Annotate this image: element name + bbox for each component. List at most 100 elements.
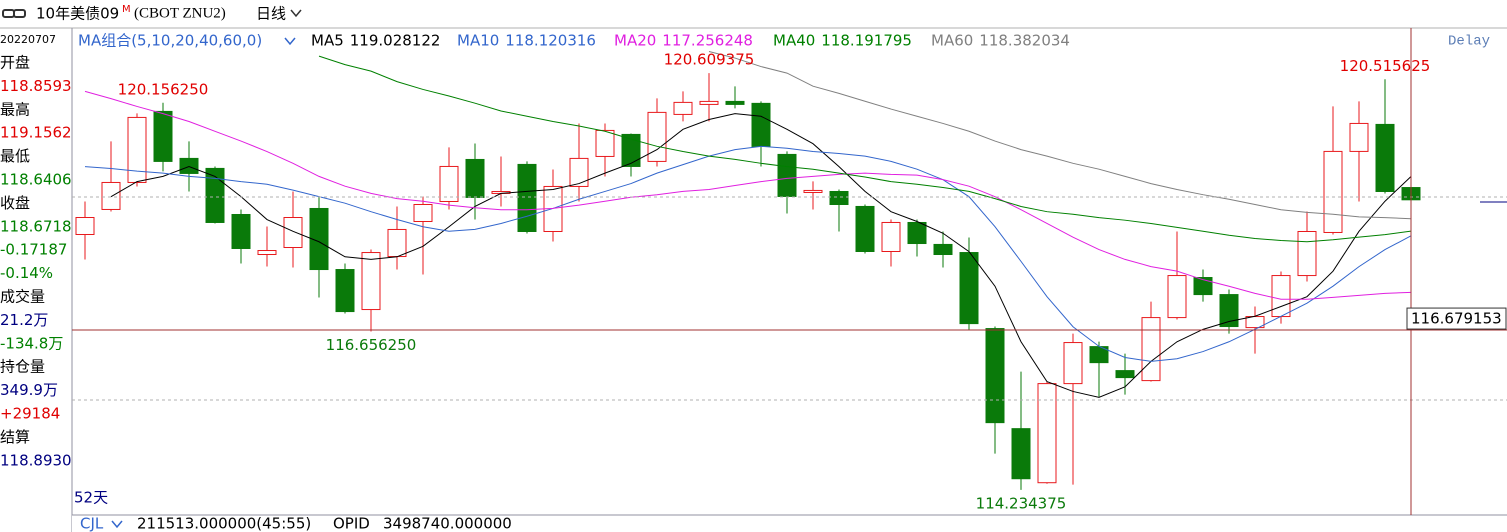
high-label: 120.609375	[664, 51, 755, 69]
legend-name: MA10	[457, 32, 499, 50]
toolbar	[0, 0, 1507, 28]
candle-body	[205, 167, 225, 223]
candle-body	[335, 269, 355, 313]
candle-body	[127, 116, 147, 183]
candle-body	[1011, 428, 1031, 480]
ma-line	[318, 55, 1412, 243]
info-row: +29184	[0, 405, 60, 423]
low-label: 114.234375	[976, 494, 1067, 512]
delay-label: Delay	[1448, 34, 1490, 50]
footer	[72, 515, 1507, 532]
info-date: 20220707	[0, 33, 56, 46]
ma-dropdown[interactable]	[284, 37, 296, 46]
footer-opid: 3498740.000000	[383, 515, 512, 532]
candle-body	[1375, 123, 1395, 192]
candle-body	[309, 207, 329, 271]
candle-body	[1297, 230, 1317, 277]
info-row: 118.8930	[0, 451, 72, 469]
legend-name: MA40	[773, 32, 815, 50]
high-label: 120.156250	[118, 80, 209, 98]
info-row: 最低	[0, 147, 30, 165]
info-row: 开盘	[0, 54, 30, 72]
period-selector[interactable]: 日线	[256, 5, 286, 23]
candle-body	[1141, 317, 1161, 382]
candle-body	[647, 111, 667, 162]
info-row: 118.8593	[0, 77, 72, 95]
candle-body	[1271, 275, 1291, 318]
footer-dropdown[interactable]	[111, 520, 123, 529]
candle-body	[855, 205, 875, 252]
candle-body	[153, 110, 173, 162]
info-row: 结算	[0, 428, 30, 446]
crosshair-label-box	[1406, 307, 1507, 330]
info-row: 119.1562	[0, 124, 72, 142]
legend-value: 118.191795	[821, 32, 912, 50]
candle-body	[1037, 383, 1057, 484]
info-row: 收盘	[0, 194, 30, 212]
candle-body	[907, 221, 927, 245]
candle-body	[75, 217, 95, 236]
candle-body	[803, 189, 823, 193]
legend-name: MA5	[311, 32, 344, 50]
footer-indicator[interactable]: CJL	[80, 515, 104, 532]
legend-value: 118.120316	[505, 32, 596, 50]
legend-name: MA60	[931, 32, 973, 50]
candle-body	[1193, 277, 1213, 296]
legend-value: 119.028122	[350, 32, 441, 50]
period-count: 52天	[74, 489, 108, 507]
candle-body	[1323, 150, 1343, 233]
candle-body	[465, 158, 485, 198]
candle-body	[413, 203, 433, 222]
candle-body	[777, 153, 797, 197]
instrument-code: (CBOT ZNU2)	[134, 5, 226, 21]
candle-body	[829, 190, 849, 205]
candle-body	[179, 157, 199, 174]
candle-body	[1167, 275, 1187, 319]
candle-body	[751, 102, 771, 147]
low-label: 116.656250	[326, 336, 417, 354]
candle-body	[283, 217, 303, 249]
link-icon[interactable]	[2, 9, 26, 18]
candle-body	[959, 252, 979, 325]
ma-group[interactable]: MA组合(5,10,20,40,60,0)	[78, 32, 262, 50]
candle-body	[257, 250, 277, 256]
legend-value: 117.256248	[662, 32, 753, 50]
candle-body	[361, 252, 381, 311]
candle-body	[725, 100, 745, 105]
ma-line	[708, 51, 1412, 220]
info-row: -0.17187	[0, 241, 67, 259]
candle-body	[1219, 294, 1239, 328]
ma-line	[110, 113, 1412, 398]
legend-value: 118.382034	[979, 32, 1070, 50]
instrument-name[interactable]: 10年美债09	[36, 5, 119, 23]
candle-body	[1349, 122, 1369, 152]
info-row: 21.2万	[0, 311, 48, 329]
candle-body	[595, 129, 615, 157]
info-row: -134.8万	[0, 334, 63, 352]
candle-body	[699, 100, 719, 105]
candle-body	[673, 101, 693, 115]
info-row: 118.6406	[0, 171, 72, 189]
info-row: 成交量	[0, 288, 45, 306]
info-row: 118.6718	[0, 217, 72, 235]
legend-name: MA20	[614, 32, 656, 50]
candle-body	[1063, 342, 1083, 385]
instrument-flag: M	[122, 4, 131, 15]
footer-opid-label: OPID	[333, 515, 370, 532]
period-dropdown[interactable]	[290, 9, 302, 18]
high-label: 120.515625	[1340, 57, 1431, 75]
ma-line	[84, 90, 1412, 300]
candle-body	[881, 221, 901, 252]
candle-body	[569, 157, 589, 187]
candle-body	[985, 328, 1005, 424]
info-row: 持仓量	[0, 358, 45, 376]
candle-body	[387, 228, 407, 258]
crosshair-label: 116.679153	[1411, 310, 1502, 328]
candle-body	[517, 163, 537, 232]
candle-body	[1115, 370, 1135, 379]
ma-line	[84, 145, 1412, 362]
candle-body	[933, 243, 953, 256]
candle-body	[439, 165, 459, 202]
